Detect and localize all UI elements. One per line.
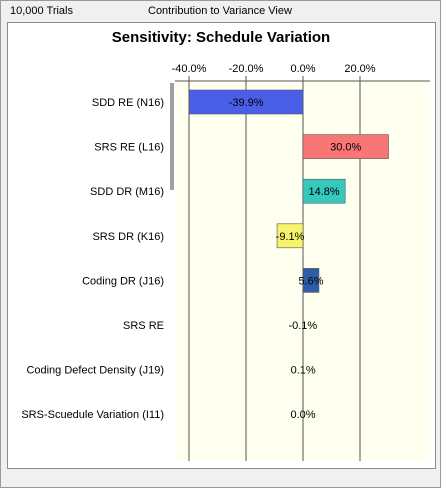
category-label: SRS RE	[123, 320, 164, 332]
bar	[276, 223, 304, 249]
value-label: -9.1%	[276, 231, 305, 243]
value-label: -39.9%	[229, 97, 264, 109]
scrollbar-thumb	[170, 83, 174, 190]
sensitivity-chart: Sensitivity: Schedule Variation -40.0% -2…	[21, 29, 430, 461]
value-label: 5.6%	[298, 275, 323, 287]
value-label: 14.8%	[308, 186, 339, 198]
bar	[188, 89, 304, 115]
x-tick-label: 20.0%	[344, 63, 375, 75]
category-label: SRS-Scuedule Variation (I11)	[21, 409, 164, 421]
x-tick-label: -20.0%	[229, 63, 264, 75]
chart-title: Sensitivity: Schedule Variation	[112, 29, 330, 46]
x-tick-label: -40.0%	[172, 63, 207, 75]
category-label: Coding Defect Density (J19)	[26, 365, 164, 377]
chart-panel: Sensitivity: Schedule Variation -40.0% -2…	[7, 22, 436, 469]
bar	[302, 268, 320, 293]
value-label: -0.1%	[288, 320, 317, 332]
value-label: 0.1%	[291, 365, 316, 377]
bar	[302, 134, 389, 159]
value-label: 30.0%	[330, 142, 361, 154]
view-mode-label[interactable]: Contribution to Variance View	[148, 5, 292, 17]
category-label: SDD RE (N16)	[92, 97, 164, 109]
category-label: SRS DR (K16)	[92, 231, 164, 243]
category-label: SDD DR (M16)	[90, 186, 164, 198]
category-label: Coding DR (J16)	[82, 275, 164, 287]
x-tick-label: 0.0%	[290, 63, 315, 75]
top-bar: 10,000 Trials Contribution to Variance V…	[1, 1, 440, 21]
category-label: SRS RE (L16)	[94, 142, 164, 154]
bar	[302, 178, 346, 204]
trials-count: 10,000 Trials	[10, 5, 73, 17]
value-label: 0.0%	[290, 409, 315, 421]
